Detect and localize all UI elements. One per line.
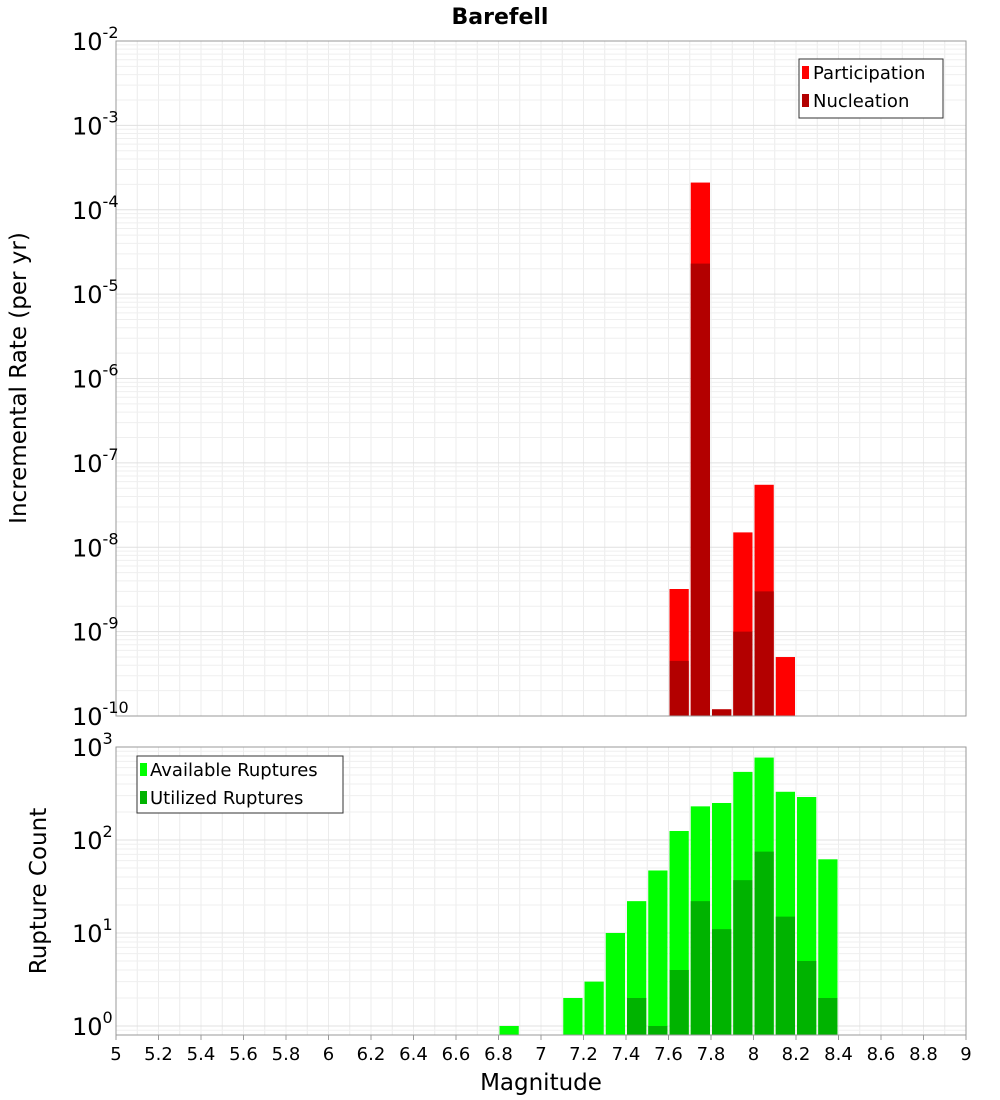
chart-title: Barefell xyxy=(452,5,549,30)
legend-label-participation: Participation xyxy=(813,63,925,84)
top-y-tick-labels: 10-10 10-9 10-8 10-7 10-6 10-5 10-4 10-3 10-2 xyxy=(72,23,129,731)
x-tick-label: 6.2 xyxy=(357,1044,386,1065)
bar-utilized-ruptures xyxy=(690,901,710,1035)
legend-swatch-participation xyxy=(802,66,809,79)
top-y-tick-label: 10-8 xyxy=(72,529,119,562)
bar-utilized-ruptures xyxy=(797,960,817,1035)
bottom-legend-box xyxy=(136,755,344,814)
x-tick-label: 7.4 xyxy=(612,1044,641,1065)
bar-nucleation xyxy=(669,660,689,716)
legend-swatch-available xyxy=(140,763,147,776)
bar-nucleation xyxy=(754,591,774,716)
bar-nucleation xyxy=(690,263,710,716)
bar-utilized-ruptures xyxy=(775,916,795,1035)
top-plot-frame xyxy=(115,40,967,717)
x-tick-label: 8 xyxy=(748,1044,759,1065)
bar-available-ruptures xyxy=(499,1025,519,1035)
top-legend-box xyxy=(798,58,944,119)
x-tick-label: 7.6 xyxy=(654,1044,683,1065)
legend-swatch-utilized xyxy=(140,791,147,804)
participation-nucleation-panel: 10-10 10-9 10-8 10-7 10-6 10-5 10-4 10-3 10-2 In… xyxy=(6,23,967,731)
bottom-legend: Available Ruptures Utilized Ruptures xyxy=(136,755,344,814)
bottom-grid xyxy=(116,747,966,1036)
x-tick-label: 5.8 xyxy=(272,1044,301,1065)
x-tick-label: 5.4 xyxy=(187,1044,216,1065)
bottom-y-tick-label: 101 xyxy=(72,915,113,948)
x-tick-label: 8.8 xyxy=(909,1044,938,1065)
bottom-y-tick-label: 102 xyxy=(72,822,113,855)
bar-available-ruptures xyxy=(563,997,583,1035)
bottom-y-tick-label: 103 xyxy=(72,729,113,762)
top-grid xyxy=(116,41,966,717)
top-y-tick-label: 10-6 xyxy=(72,361,119,394)
bar-available-ruptures xyxy=(605,932,625,1035)
bar-available-ruptures xyxy=(818,859,838,1035)
legend-label-nucleation: Nucleation xyxy=(813,91,909,112)
bar-utilized-ruptures xyxy=(627,997,647,1035)
bar-participation xyxy=(775,657,795,716)
top-y-tick-label: 10-4 xyxy=(72,192,119,225)
bar-utilized-ruptures xyxy=(648,1025,668,1035)
bottom-bars xyxy=(499,757,838,1035)
x-tick-label: 6 xyxy=(323,1044,334,1065)
top-y-tick-label: 10-5 xyxy=(72,276,119,309)
bottom-y-tick-labels: 100 101 102 103 xyxy=(72,729,113,1041)
bar-utilized-ruptures xyxy=(754,851,774,1035)
bar-nucleation xyxy=(712,709,732,716)
bar-available-ruptures xyxy=(648,870,668,1035)
top-y-tick-label: 10-3 xyxy=(72,107,119,140)
legend-label-available: Available Ruptures xyxy=(150,760,318,781)
x-tick-label: 6.6 xyxy=(442,1044,471,1065)
legend-label-utilized: Utilized Ruptures xyxy=(150,788,303,809)
x-tick-label: 9 xyxy=(960,1044,971,1065)
x-tick-label: 7 xyxy=(535,1044,546,1065)
x-tick-label: 7.2 xyxy=(569,1044,598,1065)
top-y-tick-label: 10-9 xyxy=(72,614,119,647)
bar-available-ruptures xyxy=(584,981,604,1035)
top-y-tick-label: 10-7 xyxy=(72,445,119,478)
bottom-y-tick-label: 100 xyxy=(72,1008,113,1041)
x-tick-label: 7.8 xyxy=(697,1044,726,1065)
x-tick-label: 6.4 xyxy=(399,1044,428,1065)
rupture-count-panel: 100 101 102 103 5 5.2 5.4 5.6 5.8 6 6.2 6.4 6.6 6.8 7… xyxy=(26,729,972,1096)
bottom-y-axis-label: Rupture Count xyxy=(26,808,52,974)
top-y-tick-label: 10-2 xyxy=(72,23,119,56)
bar-utilized-ruptures xyxy=(712,929,732,1035)
bar-utilized-ruptures xyxy=(818,997,838,1035)
top-y-axis-label: Incremental Rate (per yr) xyxy=(6,232,32,524)
top-y-tick-label: 10-10 xyxy=(72,698,129,731)
x-tick-label: 5 xyxy=(110,1044,121,1065)
x-axis-label: Magnitude xyxy=(480,1070,602,1096)
x-tick-label: 8.4 xyxy=(824,1044,853,1065)
x-tick-labels: 5 5.2 5.4 5.6 5.8 6 6.2 6.4 6.6 6.8 7 7.2 7.4 7.6 7.8 8… xyxy=(110,1035,972,1065)
x-tick-label: 5.6 xyxy=(229,1044,258,1065)
top-legend: Participation Nucleation xyxy=(798,58,944,119)
x-tick-label: 6.8 xyxy=(484,1044,513,1065)
x-tick-label: 5.2 xyxy=(144,1044,173,1065)
x-tick-label: 8.2 xyxy=(782,1044,811,1065)
x-tick-label: 8.6 xyxy=(867,1044,896,1065)
bar-nucleation xyxy=(733,631,753,716)
legend-swatch-nucleation xyxy=(802,94,809,107)
bar-utilized-ruptures xyxy=(733,880,753,1035)
top-bars xyxy=(669,182,795,716)
bar-utilized-ruptures xyxy=(669,969,689,1035)
